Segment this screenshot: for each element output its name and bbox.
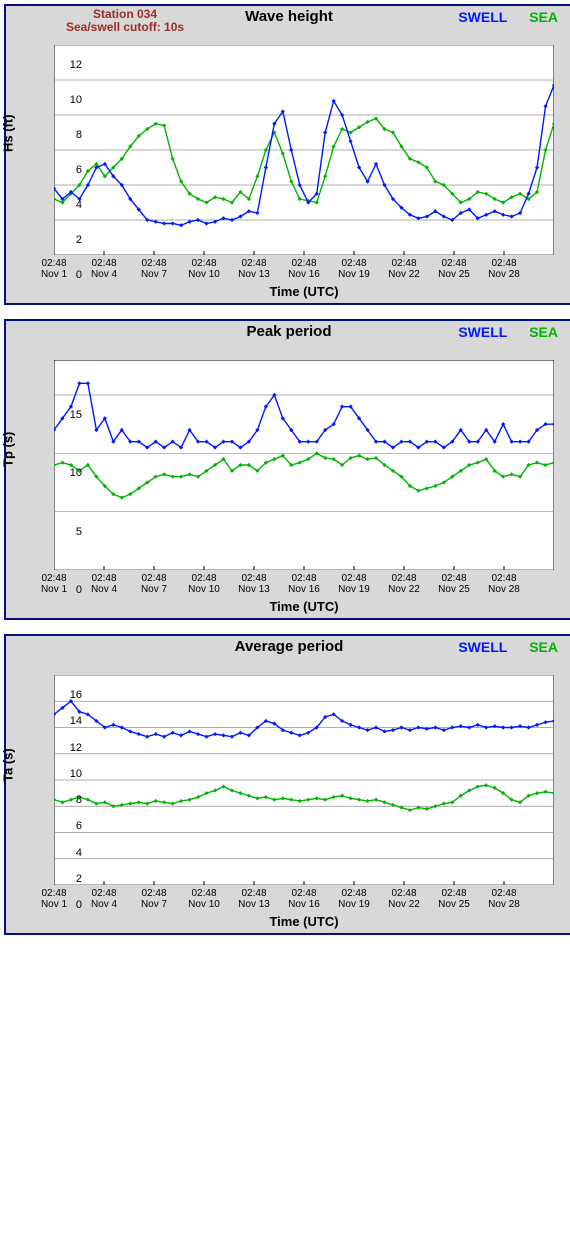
y-tick: 10 [64, 768, 82, 780]
y-tick: 5 [64, 526, 82, 538]
y-tick: 15 [64, 409, 82, 421]
x-tick: 02:48Nov 7 [141, 889, 167, 910]
x-tick: 02:48Nov 25 [438, 259, 470, 280]
x-tick: 02:48Nov 16 [288, 259, 320, 280]
y-tick: 12 [64, 742, 82, 754]
average-period-panel: Average period SWELL SEA Ta (s) 02468101… [4, 634, 570, 935]
station-label: Station 034 Sea/swell cutoff: 10s [66, 8, 184, 34]
y-tick: 10 [64, 467, 82, 479]
y-tick: 10 [64, 94, 82, 106]
x-tick: 02:48Nov 13 [238, 889, 270, 910]
x-tick: 02:48Nov 4 [91, 574, 117, 595]
x-tick: 02:48Nov 1 [41, 259, 67, 280]
x-tick: 02:48Nov 4 [91, 259, 117, 280]
x-tick: 02:48Nov 22 [388, 889, 420, 910]
x-tick: 02:48Nov 28 [488, 259, 520, 280]
x-tick: 02:48Nov 13 [238, 574, 270, 595]
y-tick: 4 [64, 847, 82, 859]
x-tick: 02:48Nov 16 [288, 889, 320, 910]
legend-sea: SEA [529, 639, 558, 655]
y-tick: 8 [64, 129, 82, 141]
legend-swell: SWELL [458, 639, 507, 655]
x-tick: 02:48Nov 4 [91, 889, 117, 910]
legend: SWELL SEA [458, 639, 558, 655]
y-tick: 12 [64, 59, 82, 71]
y-tick: 14 [64, 715, 82, 727]
legend: SWELL SEA [458, 324, 558, 340]
average-period-plot [54, 675, 554, 885]
x-tick: 02:48Nov 13 [238, 259, 270, 280]
x-axis-label: Time (UTC) [36, 284, 570, 299]
y-axis-label: Hs (ft) [1, 114, 16, 152]
x-tick: 02:48Nov 22 [388, 574, 420, 595]
legend-sea: SEA [529, 9, 558, 25]
y-axis-label: Ta (s) [1, 748, 16, 782]
x-tick: 02:48Nov 25 [438, 889, 470, 910]
y-tick: 16 [64, 689, 82, 701]
legend-swell: SWELL [458, 9, 507, 25]
y-tick: 6 [64, 164, 82, 176]
x-tick: 02:48Nov 16 [288, 574, 320, 595]
x-tick: 02:48Nov 7 [141, 259, 167, 280]
y-tick: 2 [64, 873, 82, 885]
y-tick: 2 [64, 234, 82, 246]
legend-swell: SWELL [458, 324, 507, 340]
x-axis-label: Time (UTC) [36, 914, 570, 929]
x-tick: 02:48Nov 7 [141, 574, 167, 595]
x-tick: 02:48Nov 28 [488, 574, 520, 595]
x-tick: 02:48Nov 10 [188, 259, 220, 280]
peak-period-plot [54, 360, 554, 570]
x-tick: 02:48Nov 25 [438, 574, 470, 595]
peak-period-panel: Peak period SWELL SEA Tp (s) 051015 02:4… [4, 319, 570, 620]
legend: SWELL SEA [458, 9, 558, 25]
y-tick: 6 [64, 820, 82, 832]
wave-height-panel: Station 034 Sea/swell cutoff: 10s Wave h… [4, 4, 570, 305]
x-axis-label: Time (UTC) [36, 599, 570, 614]
x-tick: 02:48Nov 19 [338, 889, 370, 910]
x-tick: 02:48Nov 10 [188, 574, 220, 595]
x-tick: 02:48Nov 22 [388, 259, 420, 280]
x-tick: 02:48Nov 19 [338, 259, 370, 280]
x-tick: 02:48Nov 19 [338, 574, 370, 595]
legend-sea: SEA [529, 324, 558, 340]
x-tick: 02:48Nov 1 [41, 889, 67, 910]
y-axis-label: Tp (s) [1, 431, 16, 466]
wave-height-plot [54, 45, 554, 255]
x-tick: 02:48Nov 1 [41, 574, 67, 595]
y-tick: 4 [64, 199, 82, 211]
x-tick: 02:48Nov 10 [188, 889, 220, 910]
x-tick: 02:48Nov 28 [488, 889, 520, 910]
y-tick: 8 [64, 794, 82, 806]
